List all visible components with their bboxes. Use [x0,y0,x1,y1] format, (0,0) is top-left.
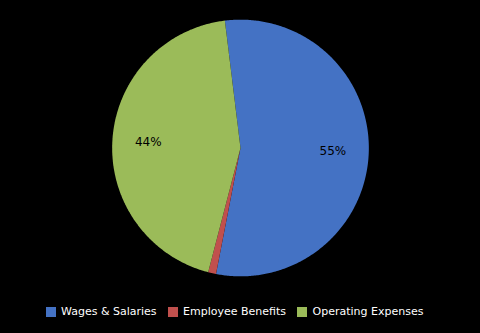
html-text:Wages & Salaries: Wages & Salaries [61,305,157,318]
html-text:Operating Expenses: Operating Expenses [312,305,424,318]
html-text:Employee Benefits: Employee Benefits [183,305,287,318]
svg-text:55%: 55% [320,144,347,158]
svg-text:44%: 44% [135,135,162,149]
